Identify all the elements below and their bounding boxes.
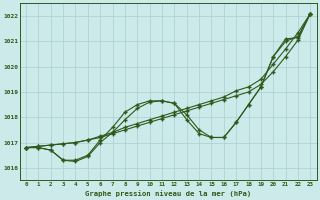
X-axis label: Graphe pression niveau de la mer (hPa): Graphe pression niveau de la mer (hPa)	[85, 190, 251, 197]
